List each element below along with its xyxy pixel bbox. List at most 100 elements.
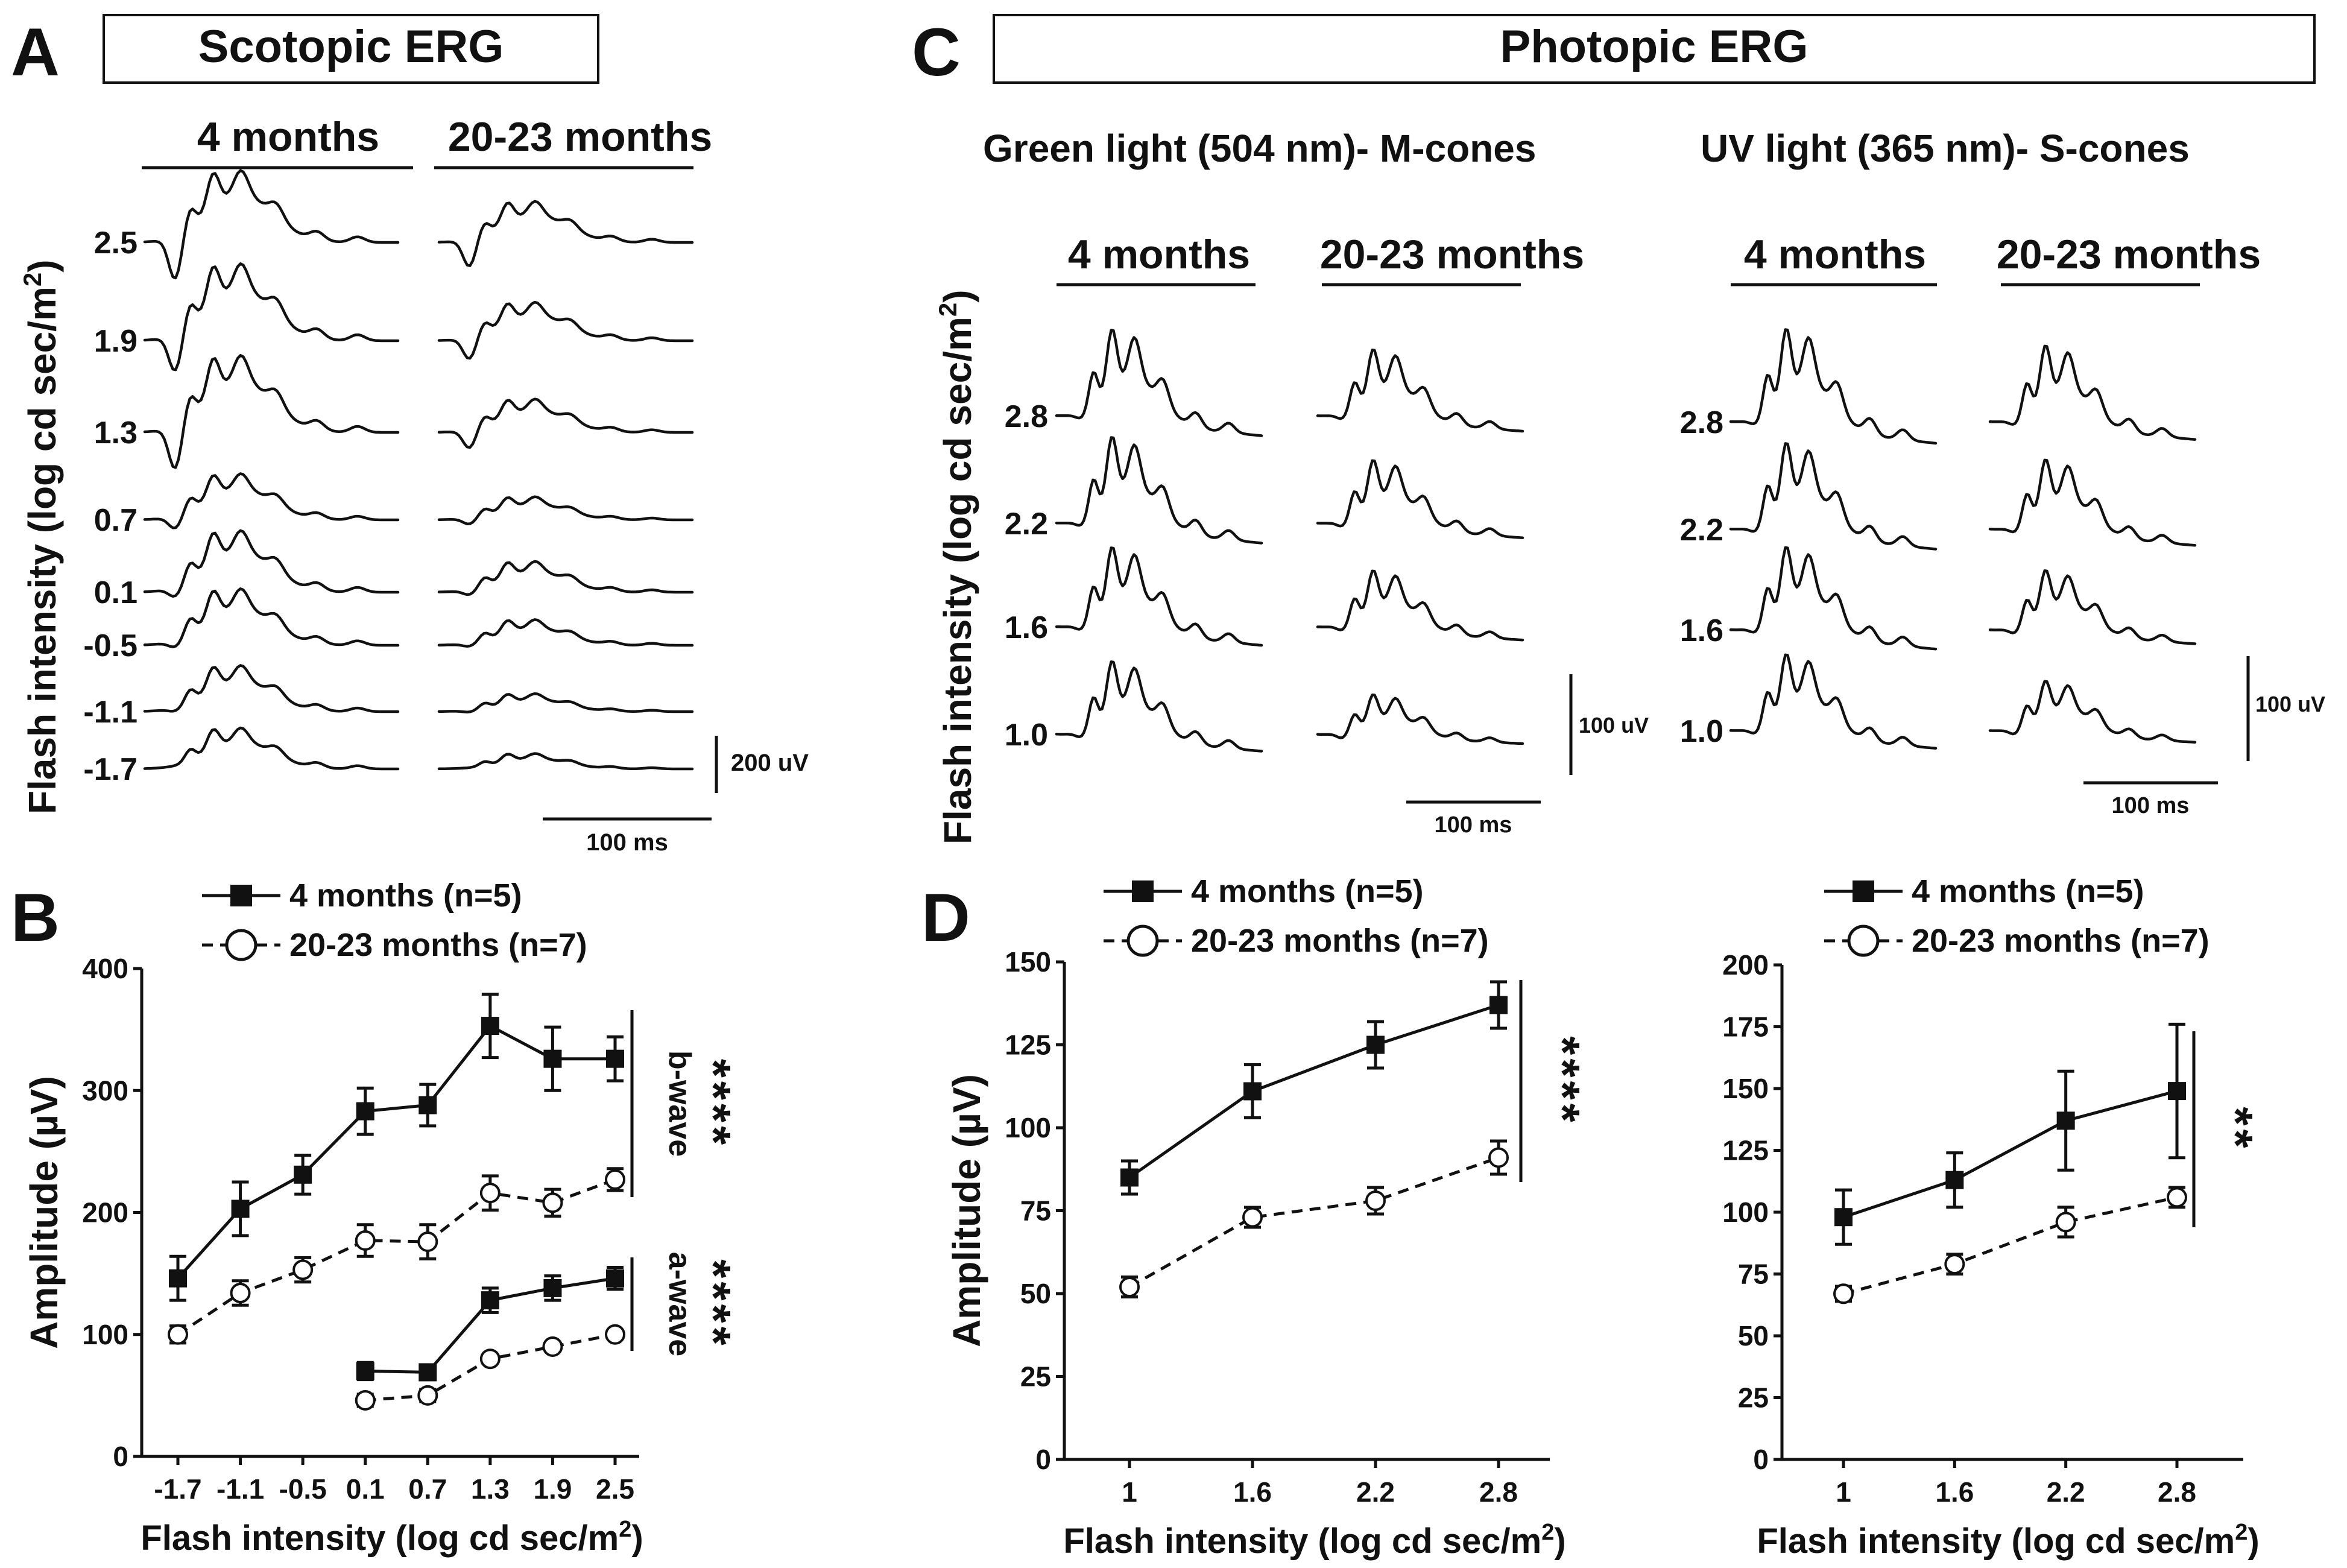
- legend-marker-20m: [1126, 925, 1159, 957]
- panel-a-trace-4m: [143, 472, 400, 530]
- legend-label-4m: 4 months (n=5): [1191, 873, 1424, 909]
- panel-b: B 0 100 200 300 400 -1.7 -1.1 -0.5 0.1 0.7 1.3 1.9 2…: [11, 877, 741, 1558]
- panel-letter-a: A: [11, 14, 60, 90]
- panel-c-intensity-label: 2.8: [1680, 405, 1723, 440]
- x-tick-label: 0.1: [346, 1473, 385, 1505]
- x-tick-label: -1.1: [216, 1473, 264, 1505]
- series-line-4m: [177, 1023, 615, 1280]
- data-point-20m: [230, 1282, 251, 1303]
- data-point-4m: [231, 1200, 250, 1218]
- panel-a-title-box: [103, 14, 599, 84]
- legend-marker-4m: [1132, 880, 1154, 902]
- panel-c-trace: [1316, 349, 1524, 433]
- data-point-20m: [2167, 1187, 2187, 1208]
- y-tick-label: 0: [1035, 1444, 1051, 1475]
- panel-a-intensity-label: -1.1: [83, 695, 137, 730]
- y-tick-label: 25: [1738, 1382, 1769, 1414]
- series-line-4m: [1128, 1004, 1499, 1179]
- panel-c-green-scale-time: 100 ms: [1435, 812, 1512, 838]
- chart-d1: 0 25 50 75 100 125 150 1 1.6 2.2 2.8 Flash intensit…: [945, 873, 1590, 1561]
- panel-letter-d: D: [921, 880, 970, 955]
- panel-a-ylabel: Flash intensity (log cd sec/m2): [18, 259, 64, 814]
- data-point-4m: [1366, 1035, 1385, 1054]
- significance-stars: ****: [1536, 1036, 1590, 1126]
- y-tick-label: 50: [1020, 1278, 1051, 1309]
- data-point-20m: [1944, 1254, 1965, 1275]
- legend-label-20m: 20-23 months (n=7): [1191, 923, 1489, 959]
- panel-c-ylabel: Flash intensity (log cd sec/m2): [933, 289, 979, 844]
- y-tick-label: 25: [1020, 1361, 1051, 1393]
- data-point-20m: [168, 1324, 188, 1345]
- panel-a-trace-20m: [437, 397, 694, 449]
- series-line-4m: [1843, 1089, 2178, 1219]
- data-point-20m: [292, 1259, 314, 1280]
- y-tick-label: 100: [1722, 1197, 1769, 1228]
- panel-c-intensity-label: 1.6: [1680, 613, 1723, 648]
- x-tick-label: 1.3: [471, 1473, 510, 1505]
- panel-a-trace-20m: [437, 300, 694, 360]
- x-tick-label: 2.2: [2047, 1476, 2085, 1508]
- panel-c-trace: [1988, 569, 2197, 645]
- panel-c-uv-group-4m: 4 months: [1744, 232, 1926, 277]
- x-tick-label: -0.5: [279, 1473, 327, 1505]
- panel-c-title: Photopic ERG: [1500, 21, 1808, 72]
- panel-a-intensity-label: 1.9: [94, 324, 137, 359]
- y-axis-title: Amplitude (µV): [945, 1074, 988, 1347]
- panel-a-scale-time: 100 ms: [586, 829, 668, 856]
- data-point-4m: [481, 1017, 499, 1035]
- panel-c-intensity-label: 2.8: [1005, 399, 1048, 434]
- series-line-20m: [1843, 1195, 2178, 1295]
- panel-a-intensity-label: 2.5: [94, 226, 137, 261]
- y-tick-label: 150: [1005, 946, 1051, 978]
- panel-a-intensity-label: 0.1: [94, 575, 137, 610]
- data-point-20m: [417, 1231, 438, 1253]
- panel-c-intensity-label: 1.0: [1005, 718, 1048, 753]
- panel-a-intensity-label: 0.7: [94, 503, 137, 538]
- panel-a-trace-4m: [143, 587, 400, 648]
- data-point-4m: [481, 1291, 499, 1310]
- panel-c-trace: [1988, 680, 2197, 744]
- x-tick-label: 0.7: [408, 1473, 447, 1505]
- data-point-4m: [606, 1049, 624, 1068]
- y-tick-label: 50: [1738, 1320, 1769, 1351]
- legend-marker-4m: [1853, 880, 1874, 902]
- panel-a-trace-4m: [143, 354, 400, 469]
- panel-c-uv-scale-amp: 100 uV: [2255, 692, 2325, 716]
- panel-c-trace: [1055, 546, 1263, 647]
- panel-a-scale-amp: 200 uV: [731, 750, 809, 776]
- x-tick-label: 1.9: [533, 1473, 572, 1505]
- panel-c-intensity-label: 2.2: [1680, 513, 1723, 548]
- panel-c-trace: [1055, 436, 1263, 545]
- data-point-20m: [479, 1183, 501, 1204]
- chart-d2: 0 25 50 75 100 125 150 175 200 1 1.6 2.2 2.8 Flash in…: [1722, 873, 2263, 1561]
- data-point-4m: [2168, 1082, 2186, 1101]
- x-tick-label: 2.8: [1479, 1476, 1518, 1508]
- panel-c-title-box: [993, 14, 2316, 84]
- data-point-4m: [543, 1279, 562, 1297]
- data-point-20m: [1365, 1190, 1386, 1211]
- panel-a-trace-4m: [143, 529, 400, 598]
- chart-b: 0 100 200 300 400 -1.7 -1.1 -0.5 0.1 0.7 1.3 1.9 2.5…: [22, 877, 741, 1558]
- y-tick-label: 75: [1738, 1259, 1769, 1290]
- panel-c-green-group-4m: 4 months: [1068, 232, 1250, 277]
- panel-letter-c: C: [912, 14, 961, 90]
- panel-letter-b: B: [11, 880, 60, 955]
- data-point-20m: [605, 1169, 625, 1190]
- panel-a-trace-4m: [143, 262, 400, 371]
- panel-c-green-group-20m: 20-23 months: [1320, 232, 1584, 277]
- data-point-4m: [2056, 1111, 2075, 1130]
- data-point-4m: [1489, 996, 1508, 1014]
- panel-c-traces: 2.8 2.2 1.6 1.0 2.8 2.2 1.6 1.0: [1005, 328, 2197, 753]
- data-point-4m: [606, 1269, 624, 1288]
- x-tick-label: 1: [1122, 1476, 1137, 1508]
- y-tick-label: 175: [1722, 1011, 1769, 1043]
- y-tick-label: 200: [1722, 949, 1769, 981]
- x-tick-label: 1: [1836, 1476, 1851, 1508]
- data-point-4m: [1120, 1168, 1139, 1187]
- significance-stars: ****: [687, 1059, 741, 1149]
- data-point-4m: [356, 1102, 374, 1121]
- panel-a-title: Scotopic ERG: [198, 21, 504, 72]
- legend-marker-4m: [230, 885, 252, 906]
- panel-a-group-4m: 4 months: [197, 114, 379, 160]
